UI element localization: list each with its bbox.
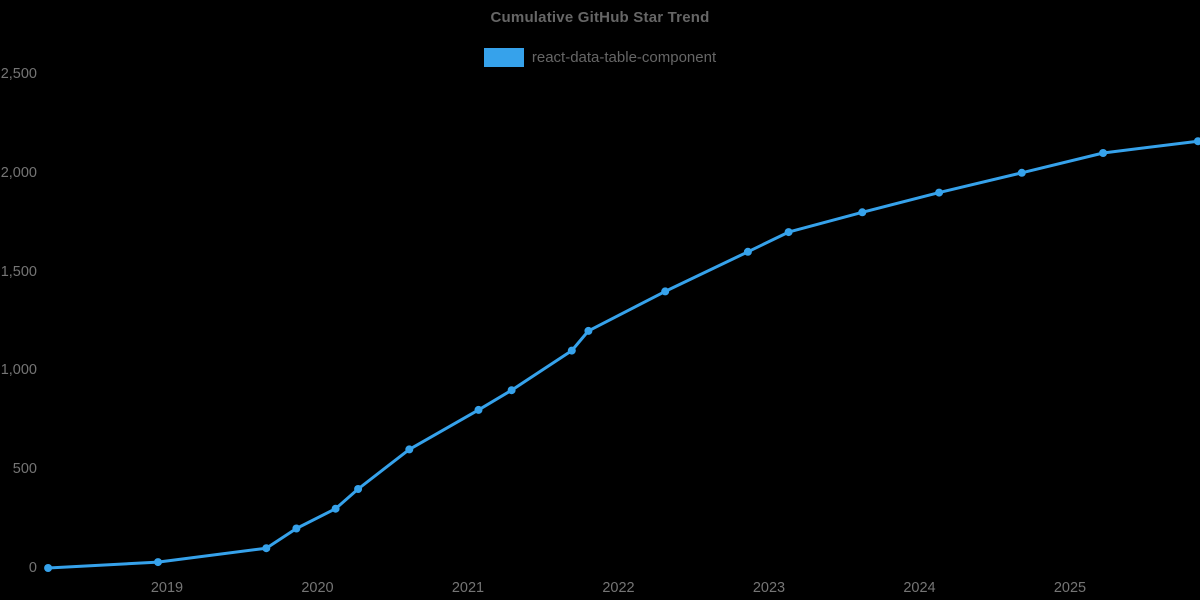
chart-title: Cumulative GitHub Star Trend (490, 9, 710, 26)
data-point[interactable] (507, 386, 516, 395)
legend-swatch (483, 48, 524, 67)
trend-line (46, 139, 1200, 570)
x-tick-label: 2022 (602, 580, 635, 596)
data-point[interactable] (784, 228, 793, 237)
data-point[interactable] (154, 558, 162, 567)
data-point[interactable] (935, 188, 944, 197)
data-point[interactable] (44, 564, 53, 572)
data-point[interactable] (567, 346, 576, 355)
y-tick-label: 0 (28, 560, 37, 576)
y-tick-label: 1,000 (0, 362, 37, 379)
data-point[interactable] (474, 405, 483, 414)
series-group (44, 137, 1200, 572)
x-tick-label: 2023 (752, 580, 786, 596)
x-tick-label: 2025 (1053, 580, 1087, 596)
data-point[interactable] (331, 504, 340, 513)
data-point[interactable] (661, 287, 670, 296)
data-point[interactable] (405, 445, 414, 454)
data-point[interactable] (292, 524, 301, 533)
y-tick-label: 2,500 (0, 66, 37, 82)
data-point[interactable] (1099, 149, 1108, 157)
data-point[interactable] (262, 544, 271, 553)
y-tick-label: 2,000 (0, 164, 37, 181)
data-point[interactable] (1193, 137, 1200, 146)
x-tick-label: 2024 (903, 580, 936, 596)
data-point[interactable] (858, 208, 867, 217)
data-point[interactable] (743, 247, 752, 256)
x-tick-label: 2019 (150, 580, 184, 596)
y-tick-label: 500 (12, 461, 37, 478)
data-point[interactable] (584, 326, 593, 335)
data-point[interactable] (354, 485, 363, 493)
legend-label: react-data-table-component (531, 49, 717, 66)
x-tick-label: 2020 (301, 580, 334, 596)
y-tick-label: 1,500 (0, 263, 37, 280)
data-point[interactable] (1017, 168, 1026, 177)
legend[interactable]: react-data-table-component (0, 48, 1200, 67)
x-tick-label: 2021 (451, 580, 485, 596)
